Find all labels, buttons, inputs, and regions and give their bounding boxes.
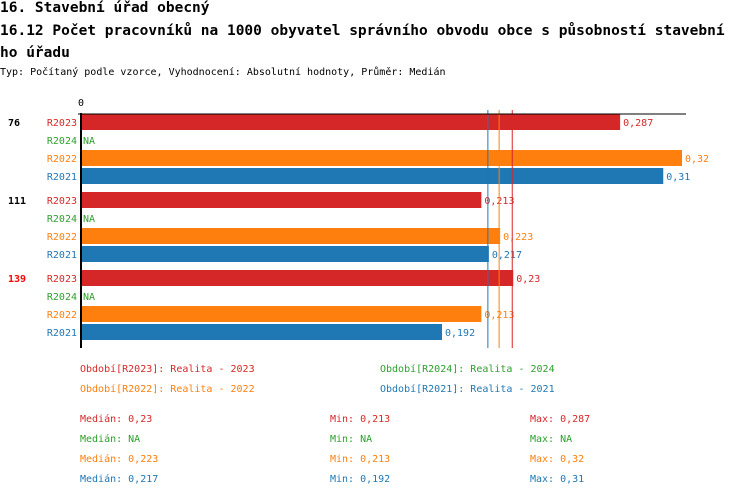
bar-R2021 — [82, 324, 442, 340]
legend-item: Období[R2023]: Realita - 2023 — [80, 364, 255, 375]
chart-meta: Typ: Počítaný podle vzorce, Vyhodnocení:… — [0, 67, 446, 78]
stat-max: Max: NA — [530, 434, 573, 445]
value-label: 0,31 — [666, 172, 690, 183]
bar-R2023 — [82, 270, 514, 286]
stat-min: Min: 0,192 — [330, 474, 391, 485]
bar-R2023 — [82, 192, 482, 208]
bar-R2022 — [82, 306, 482, 322]
legend-item: Období[R2021]: Realita - 2021 — [380, 384, 555, 395]
legend-item: Období[R2022]: Realita - 2022 — [80, 384, 255, 395]
chart-title: 16.12 Počet pracovníků na 1000 obyvatel … — [0, 23, 725, 61]
value-label: 0,23 — [516, 274, 540, 285]
group-label: 139 — [8, 274, 26, 285]
value-label: 0,192 — [445, 328, 475, 339]
series-label: R2023 — [47, 118, 77, 129]
series-label: R2023 — [47, 196, 77, 207]
series-label: R2022 — [47, 310, 77, 321]
series-label: R2024 — [47, 136, 77, 147]
stat-max: Max: 0,287 — [530, 414, 591, 425]
stat-median: Medián: 0,217 — [80, 474, 159, 485]
stat-median: Medián: 0,23 — [80, 414, 153, 425]
group-label: 111 — [8, 196, 26, 207]
stat-max: Max: 0,32 — [530, 454, 585, 465]
value-label: NA — [83, 292, 95, 303]
stat-median: Medián: 0,223 — [80, 454, 159, 465]
value-label: 0,287 — [623, 118, 653, 129]
value-label: NA — [83, 214, 95, 225]
bar-chart: 76 R2023 0,287 R2024 NA R2022 0,32 R2021 0,31 111… — [8, 98, 709, 348]
series-label: R2023 — [47, 274, 77, 285]
series-label: R2024 — [47, 292, 77, 303]
x-tick-label: 0 — [78, 98, 84, 109]
value-label: NA — [83, 136, 95, 147]
series-label: R2021 — [47, 328, 77, 339]
stat-max: Max: 0,31 — [530, 474, 585, 485]
series-label: R2021 — [47, 250, 77, 261]
page-title: 16. Stavební úřad obecný — [0, 0, 210, 16]
legend-item: Období[R2024]: Realita - 2024 — [380, 364, 555, 375]
stat-min: Min: 0,213 — [330, 454, 391, 465]
bar-R2022 — [82, 150, 682, 166]
value-label: 0,223 — [503, 232, 533, 243]
group-label: 76 — [8, 118, 20, 129]
value-label: 0,32 — [685, 154, 709, 165]
bar-R2022 — [82, 228, 501, 244]
stat-median: Medián: NA — [80, 434, 141, 445]
stat-min: Min: 0,213 — [330, 414, 391, 425]
value-label: 0,217 — [492, 250, 522, 261]
series-label: R2024 — [47, 214, 77, 225]
series-label: R2022 — [47, 154, 77, 165]
bar-R2021 — [82, 168, 664, 184]
stat-min: Min: NA — [330, 434, 373, 445]
bar-R2023 — [82, 114, 621, 130]
series-label: R2021 — [47, 172, 77, 183]
series-label: R2022 — [47, 232, 77, 243]
bar-R2021 — [82, 246, 489, 262]
